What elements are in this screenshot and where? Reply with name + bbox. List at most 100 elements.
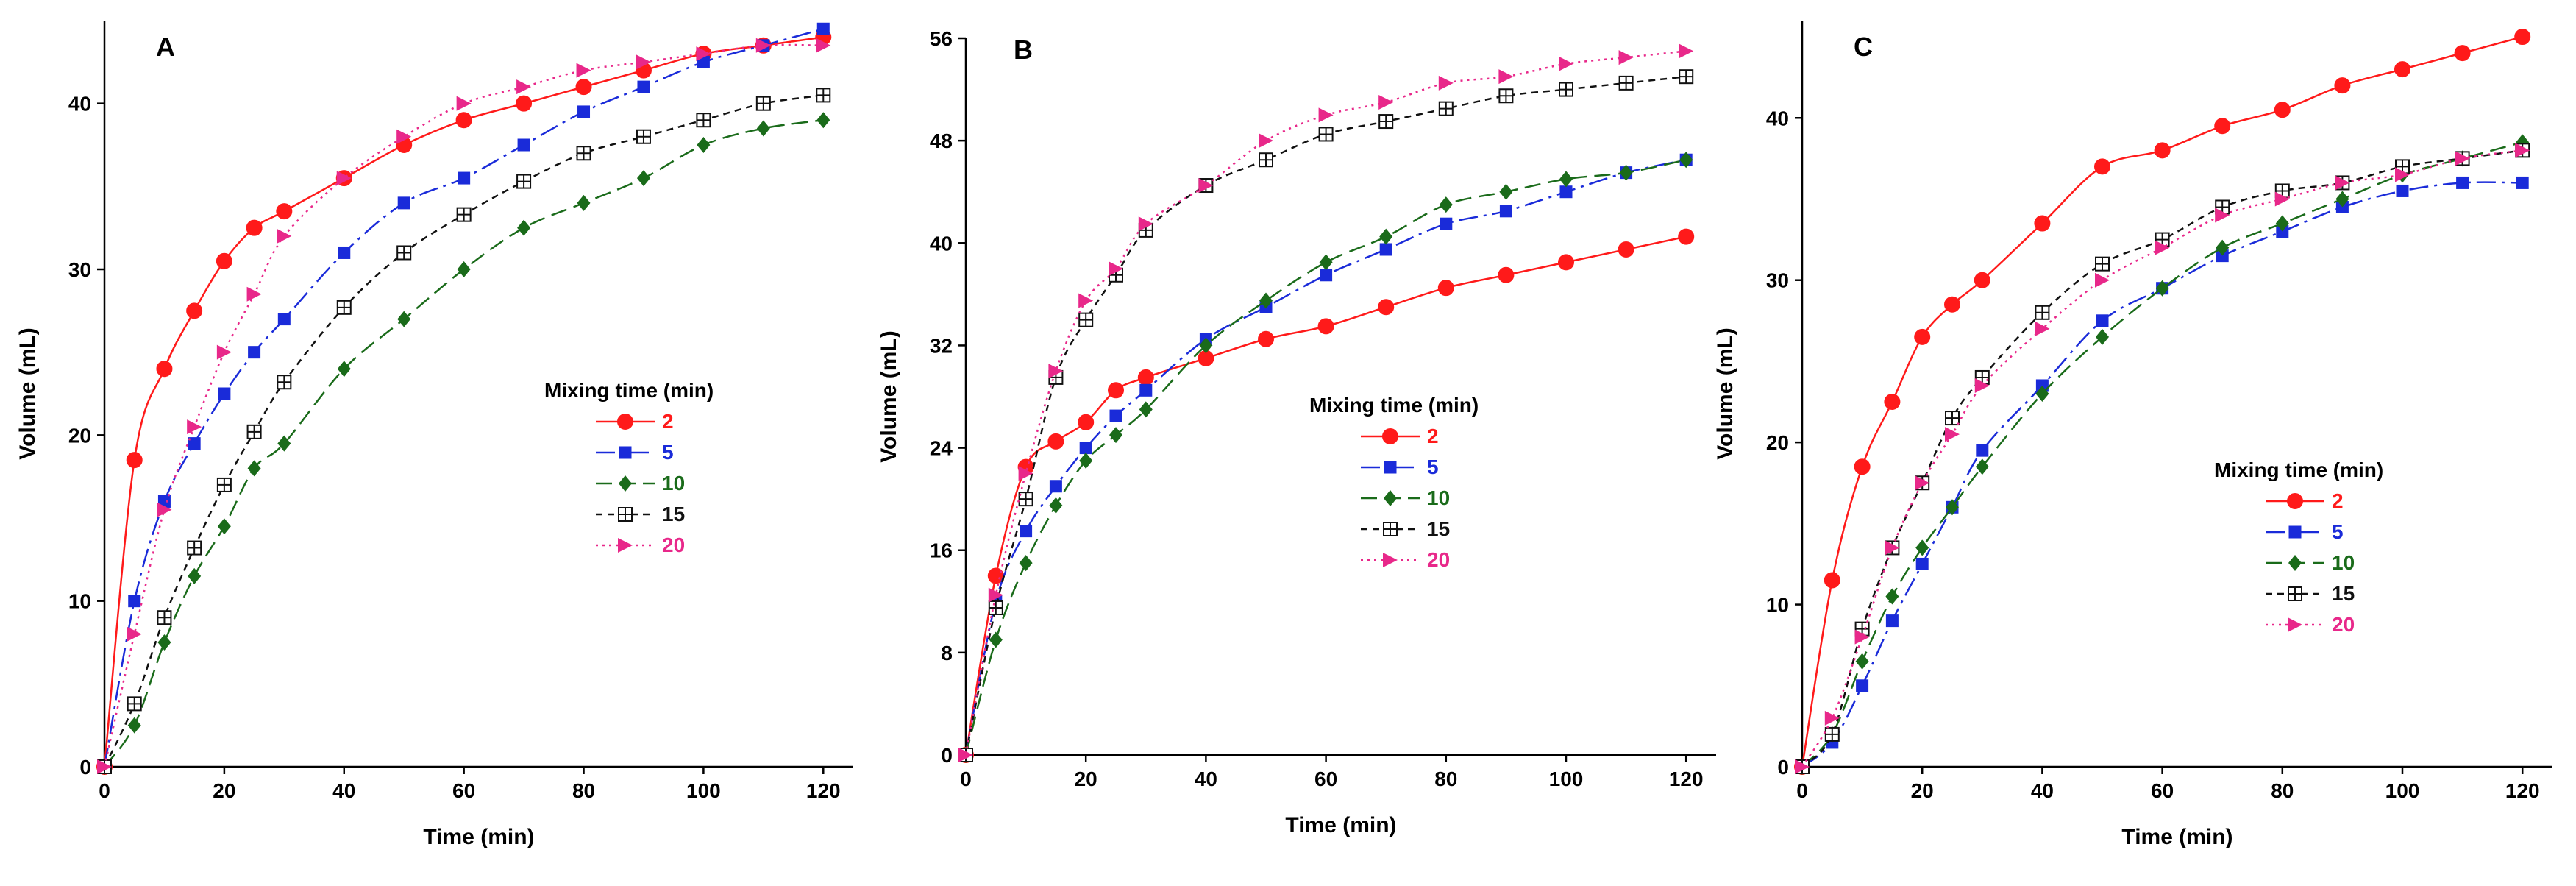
panel-b-legend-entry-2: 2	[1427, 425, 1439, 447]
panel-b-legend-entry-15: 15	[1427, 517, 1450, 540]
panel-b-legend-marker-2	[1382, 428, 1398, 444]
panel-a-series-15-point	[216, 477, 232, 492]
panel-a-series-5-point	[338, 246, 351, 259]
panel-b-series-20-point	[1438, 75, 1454, 91]
panel-c-series-10-point	[1975, 458, 1989, 475]
panel-b-y-tick-label: 32	[930, 334, 953, 357]
panel-b-x-tick-label: 40	[1195, 768, 1217, 790]
panel-c-series-10-point	[2216, 239, 2230, 256]
panel-c-legend-marker-10	[2288, 555, 2302, 571]
panel-c-series-5-point	[2335, 201, 2349, 213]
panel-a-legend-entry-5: 5	[662, 441, 674, 464]
panel-a-series-10-point	[188, 567, 202, 584]
panel-a-series-5-point	[517, 138, 530, 152]
panel-a-series-20-line	[103, 43, 824, 768]
panel-c-series-2-line	[1801, 35, 2523, 768]
panel-b-series-5	[959, 153, 1693, 762]
panel-c-series-5-point	[2035, 379, 2049, 392]
panel-a-series-15-line	[103, 94, 824, 768]
panel-b-series-15-point	[1378, 114, 1394, 130]
panel-b-y-tick-label: 56	[930, 27, 953, 50]
panel-a-series-2-point	[216, 252, 232, 269]
panel-a-series-20-point	[696, 46, 711, 62]
panel-a-series-2-point	[276, 203, 293, 220]
panel-b-series-20-point	[988, 587, 1003, 603]
panel-a-series-10-point	[517, 219, 531, 236]
panel-c-series-15-point	[1945, 411, 1960, 426]
panel-a-series-15	[97, 88, 831, 774]
panel-b-series-5-line	[964, 159, 1687, 756]
panel-c-series-10-point	[1855, 653, 1869, 670]
panel-b-series-2-point	[1558, 254, 1574, 271]
panel-c-series-20-point	[1945, 427, 1960, 442]
panel-c-x-tick-label: 60	[2151, 779, 2174, 802]
panel-c-series-10-point	[1885, 588, 1899, 605]
panel-b-series-10-point	[1109, 427, 1122, 444]
panel-a-series-20	[97, 38, 831, 774]
panel-a-legend-marker-15	[618, 507, 633, 522]
panel-a-x-tick-label: 60	[452, 779, 475, 802]
panel-a-series-15-point	[816, 88, 831, 103]
panel-b-y-tick-label: 8	[941, 642, 953, 664]
panel-a-legend: Mixing time (min) 2 5 10 15 20	[544, 379, 714, 556]
panel-a-series-2	[96, 29, 832, 775]
panel-a-series-20-point	[157, 502, 172, 517]
panel-a: 0 20 40 60 80 100 120 0 10 20 30 40 Time (min) Volume…	[15, 21, 853, 849]
panel-a-series-20-point	[456, 96, 472, 111]
panel-c-legend-marker-20	[2288, 617, 2302, 632]
panel-c-series-20-point	[1854, 629, 1870, 645]
panel-c-series-2-point	[1944, 296, 1960, 313]
panel-a-series-10-point	[337, 361, 351, 378]
panel-b-series-2-point	[1078, 414, 1095, 430]
panel-c-label: C	[1854, 32, 1873, 62]
panel-b-series-10-point	[989, 631, 1003, 648]
panel-c-series-20-point	[2274, 191, 2290, 207]
panel-b-series-20-point	[1048, 364, 1064, 379]
panel-b-series-20-point	[1138, 216, 1153, 232]
panel-c-legend-title: Mixing time (min)	[2214, 458, 2383, 481]
panel-a-series-2-line	[103, 36, 824, 768]
panel-b-series-5-point	[1440, 217, 1453, 230]
panel-b-series-2-point	[1317, 318, 1334, 335]
panel-c-series-5-point	[2276, 225, 2289, 238]
panel-a-y-tick-label: 30	[68, 258, 91, 281]
panel-a-series-2-point	[156, 361, 173, 378]
panel-b-series-10-point	[1019, 555, 1033, 572]
panel-b-series-20-point	[1259, 133, 1273, 149]
panel-c-legend-entry-15: 15	[2332, 582, 2355, 605]
panel-b-series-2-point	[1047, 433, 1064, 450]
panel-b: 0 20 40 60 80 100 120 0 8 16 24 32 40 48 56 Time (min) V…	[877, 27, 1716, 837]
panel-c-series-20-point	[1824, 710, 1840, 726]
panel-a-series-20-point	[246, 286, 262, 302]
panel-c-series-2-point	[2454, 45, 2471, 62]
panel-c-series-10-point	[1946, 499, 1959, 516]
panel-a-series-5-point	[188, 437, 201, 450]
panel-c-series-20-point	[2095, 272, 2110, 288]
panel-a-series-20-point	[516, 79, 532, 95]
panel-b-x-tick-label: 0	[960, 768, 972, 790]
panel-a-series-15-point	[246, 424, 262, 439]
panel-a-series-15-point	[755, 96, 771, 111]
panel-c-series-2-point	[2154, 142, 2171, 159]
panel-c-x-tick-label: 20	[1911, 779, 1934, 802]
panel-c-series-2-point	[1854, 458, 1871, 475]
panel-c-series-20-point	[1795, 759, 1810, 774]
panel-c-series-20-point	[1974, 378, 1990, 393]
panel-a-series-10-point	[636, 170, 650, 187]
panel-c-legend-entry-5: 5	[2332, 520, 2344, 543]
panel-a-series-20-point	[97, 759, 112, 774]
panel-b-series-15-point	[988, 600, 1003, 615]
panel-b-label: B	[1014, 35, 1033, 65]
panel-c-x-axis-title: Time (min)	[2121, 825, 2232, 849]
panel-b-series-10-point	[1379, 228, 1393, 245]
panel-b-series-2-point	[1678, 228, 1695, 245]
panel-a-x-tick-label: 80	[572, 779, 595, 802]
panel-a-series-5-point	[128, 595, 141, 608]
panel-b-y-tick-label: 0	[941, 744, 953, 767]
panel-b-series-15-point	[1679, 69, 1694, 85]
panel-a-label: A	[156, 32, 175, 62]
panel-b-series-5-point	[1109, 409, 1122, 422]
panel-b-series-10-point	[1499, 183, 1513, 200]
panel-c-series-2-point	[2214, 118, 2231, 135]
